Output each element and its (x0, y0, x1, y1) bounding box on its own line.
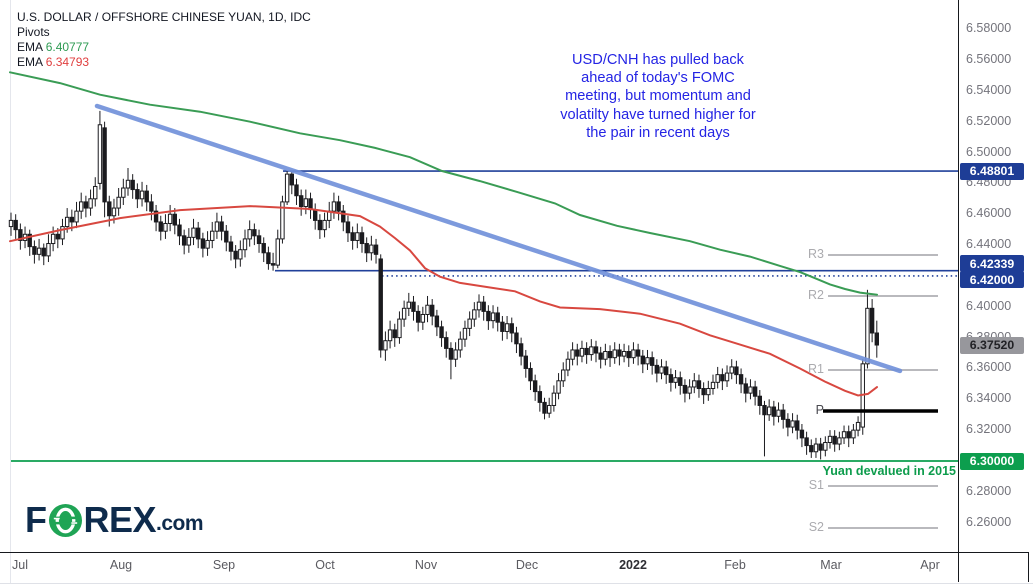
price-tick-label: 6.32000 (966, 422, 1012, 437)
time-tick-label: Jul (12, 558, 28, 572)
time-tick-label: Nov (414, 558, 438, 572)
pivot-lines (828, 253, 938, 529)
price-tick-label: 6.36000 (966, 360, 1012, 375)
logo-letters-rex: REX (83, 499, 157, 540)
price-badge-6.42339: 6.42339 (960, 255, 1024, 273)
left-border (10, 0, 11, 583)
price-tick-label: 6.50000 (966, 144, 1012, 159)
ema-fast-value: 6.40777 (45, 40, 90, 54)
candlestick-series (8, 110, 879, 460)
pivot-label-r2: R2 (808, 287, 824, 302)
price-tick-label: 6.44000 (966, 237, 1012, 252)
descending-trendline[interactable] (94, 103, 903, 374)
time-tick-label: Mar (820, 558, 842, 572)
ema-slow-label: EMA (17, 55, 43, 69)
time-tick-label: Aug (109, 558, 133, 572)
indicator-ema-fast[interactable]: EMA 6.40777 (17, 40, 311, 55)
ema-red-line (9, 205, 878, 397)
ema-slow-value: 6.34793 (45, 55, 90, 69)
time-tick-label: Feb (724, 558, 746, 572)
logo-dotcom: .com (156, 512, 204, 535)
price-badge-6.30000: 6.30000 (960, 452, 1024, 470)
pivot-label-s2: S2 (808, 519, 824, 534)
indicator-ema-slow[interactable]: EMA 6.34793 (17, 55, 311, 70)
price-axis-separator (958, 0, 959, 582)
pivot-label-r1: R1 (808, 362, 824, 376)
price-badge-6.42000: 6.42000 (960, 271, 1024, 289)
time-tick-label: Apr (920, 558, 940, 572)
price-badge-6.48801: 6.48801 (960, 162, 1024, 180)
price-tick-label: 6.28000 (966, 483, 1012, 498)
symbol-title[interactable]: U.S. DOLLAR / OFFSHORE CHINESE YUAN, 1D,… (17, 10, 311, 24)
yuan-devalued-note[interactable]: Yuan devalued in 2015 (822, 464, 956, 478)
logo-coin-icon (48, 503, 82, 538)
price-tick-label: 6.56000 (966, 51, 1012, 66)
indicator-pivots[interactable]: Pivots (17, 25, 50, 39)
analyst-annotation-text[interactable]: USD/CNH has pulled back ahead of today's… (560, 52, 756, 141)
price-tick-label: 6.54000 (966, 82, 1012, 97)
time-tick-label: Oct (315, 558, 335, 572)
ema-fast-label: EMA (17, 40, 43, 54)
time-tick-label: 2022 (619, 558, 647, 572)
chart-legend: U.S. DOLLAR / OFFSHORE CHINESE YUAN, 1D,… (17, 10, 311, 70)
time-tick-label: Dec (515, 558, 539, 572)
price-tick-label: 6.40000 (966, 298, 1012, 313)
axis-corner-line (1028, 552, 1029, 582)
pivot-label-r3: R3 (808, 246, 824, 261)
forex-com-logo: F REX .com (25, 499, 204, 540)
bottom-border (0, 583, 1033, 584)
pivot-label-p: P (815, 403, 824, 418)
price-tick-label: 6.26000 (966, 514, 1012, 529)
horizontal-price-lines[interactable] (11, 170, 958, 462)
price-badge-6.37520: 6.37520 (960, 336, 1024, 354)
time-tick-label: Sep (212, 558, 236, 572)
logo-letter-f: F (25, 499, 47, 540)
price-tick-label: 6.34000 (966, 391, 1012, 406)
ema-green-line (9, 71, 878, 296)
price-tick-label: 6.46000 (966, 206, 1012, 221)
pivot-label-s1: S1 (808, 477, 824, 492)
price-tick-label: 6.52000 (966, 113, 1012, 128)
price-tick-label: 6.58000 (966, 21, 1012, 36)
time-axis-separator (0, 552, 1029, 553)
